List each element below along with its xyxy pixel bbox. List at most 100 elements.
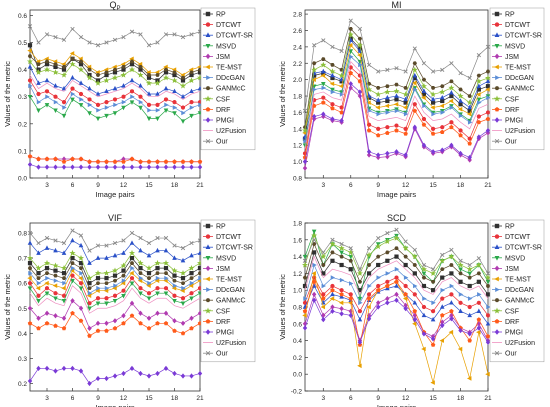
y-tick-label: 0.5 bbox=[18, 306, 27, 313]
data-point bbox=[485, 116, 491, 121]
data-point bbox=[189, 100, 194, 105]
data-point bbox=[128, 66, 136, 73]
data-point bbox=[86, 293, 92, 299]
data-point bbox=[78, 266, 84, 270]
data-point bbox=[330, 308, 335, 314]
x-tick-label: 21 bbox=[484, 182, 492, 189]
data-point bbox=[146, 271, 152, 276]
data-point bbox=[53, 156, 58, 161]
data-point bbox=[430, 149, 436, 155]
data-point bbox=[129, 281, 135, 286]
legend-marker bbox=[205, 64, 210, 70]
y-axis-label: Values of the metric bbox=[278, 274, 287, 340]
x-tick-label: 6 bbox=[71, 395, 75, 402]
data-point bbox=[104, 40, 109, 45]
legend-item: DTCWT bbox=[203, 22, 242, 29]
legend-label: GANMcC bbox=[216, 86, 246, 93]
data-point bbox=[197, 159, 203, 164]
data-point bbox=[36, 80, 41, 85]
data-point bbox=[357, 316, 363, 322]
data-point bbox=[146, 43, 152, 48]
data-point bbox=[164, 102, 169, 108]
data-point bbox=[171, 267, 178, 274]
data-point bbox=[36, 164, 41, 170]
data-point bbox=[138, 94, 143, 99]
data-point bbox=[70, 164, 75, 170]
data-point bbox=[180, 164, 186, 170]
data-point bbox=[154, 79, 161, 86]
data-point bbox=[78, 91, 84, 97]
data-point bbox=[78, 164, 84, 170]
data-point bbox=[137, 71, 144, 78]
data-point bbox=[27, 266, 33, 270]
data-point bbox=[189, 296, 194, 301]
data-point bbox=[163, 278, 168, 283]
data-point bbox=[180, 320, 186, 326]
data-point bbox=[104, 243, 109, 248]
data-point bbox=[485, 69, 491, 74]
data-point bbox=[338, 83, 344, 89]
data-point bbox=[467, 304, 472, 310]
data-point bbox=[440, 67, 445, 72]
series-msvd bbox=[27, 278, 203, 311]
data-point bbox=[403, 262, 408, 268]
legend-item: RP bbox=[492, 12, 515, 19]
data-point bbox=[394, 149, 399, 155]
series-ddcgan bbox=[303, 262, 491, 310]
data-point bbox=[403, 275, 409, 280]
data-point bbox=[188, 264, 195, 271]
data-point bbox=[449, 105, 455, 110]
data-point bbox=[53, 99, 59, 105]
chart-title-main: Q bbox=[109, 0, 116, 10]
data-point bbox=[27, 24, 33, 29]
data-point bbox=[458, 300, 463, 305]
legend-label: CSF bbox=[216, 96, 230, 103]
legend-item: TE-MST bbox=[492, 65, 532, 72]
data-point bbox=[440, 287, 445, 293]
data-point bbox=[189, 291, 194, 296]
data-point bbox=[440, 296, 445, 301]
data-point bbox=[78, 275, 83, 281]
legend-marker bbox=[205, 138, 211, 144]
data-point bbox=[393, 234, 400, 241]
data-point bbox=[78, 305, 84, 311]
data-point bbox=[45, 275, 50, 281]
data-point bbox=[458, 258, 463, 263]
data-point bbox=[302, 165, 308, 171]
data-point bbox=[449, 142, 454, 148]
data-point bbox=[366, 86, 373, 93]
data-point bbox=[121, 293, 126, 299]
data-point bbox=[321, 100, 326, 105]
data-point bbox=[70, 97, 75, 103]
data-point bbox=[302, 108, 308, 113]
data-point bbox=[172, 328, 177, 333]
data-point bbox=[35, 264, 42, 271]
series-dtcwt-sr bbox=[27, 237, 203, 265]
data-point bbox=[61, 113, 67, 119]
data-point bbox=[87, 164, 92, 170]
data-point bbox=[61, 159, 67, 164]
data-point bbox=[339, 311, 344, 317]
x-tick-label: 15 bbox=[429, 182, 437, 189]
data-point bbox=[44, 310, 50, 316]
data-point bbox=[357, 52, 362, 58]
data-point bbox=[357, 93, 363, 99]
data-point bbox=[348, 258, 353, 263]
data-point bbox=[411, 253, 418, 260]
legend-item: MSVD bbox=[492, 255, 525, 262]
data-point bbox=[52, 262, 59, 269]
legend-label: TE-MST bbox=[505, 277, 532, 284]
data-point bbox=[163, 266, 169, 271]
data-point bbox=[349, 54, 354, 60]
data-point bbox=[321, 296, 326, 301]
data-point bbox=[403, 69, 408, 74]
x-axis-label: Image pairs bbox=[377, 403, 416, 407]
data-point bbox=[302, 308, 308, 314]
data-point bbox=[439, 338, 444, 343]
data-point bbox=[189, 113, 194, 119]
data-point bbox=[403, 283, 408, 289]
data-point bbox=[112, 37, 118, 42]
data-point bbox=[430, 336, 436, 342]
data-point bbox=[121, 268, 126, 273]
data-point bbox=[163, 32, 169, 37]
